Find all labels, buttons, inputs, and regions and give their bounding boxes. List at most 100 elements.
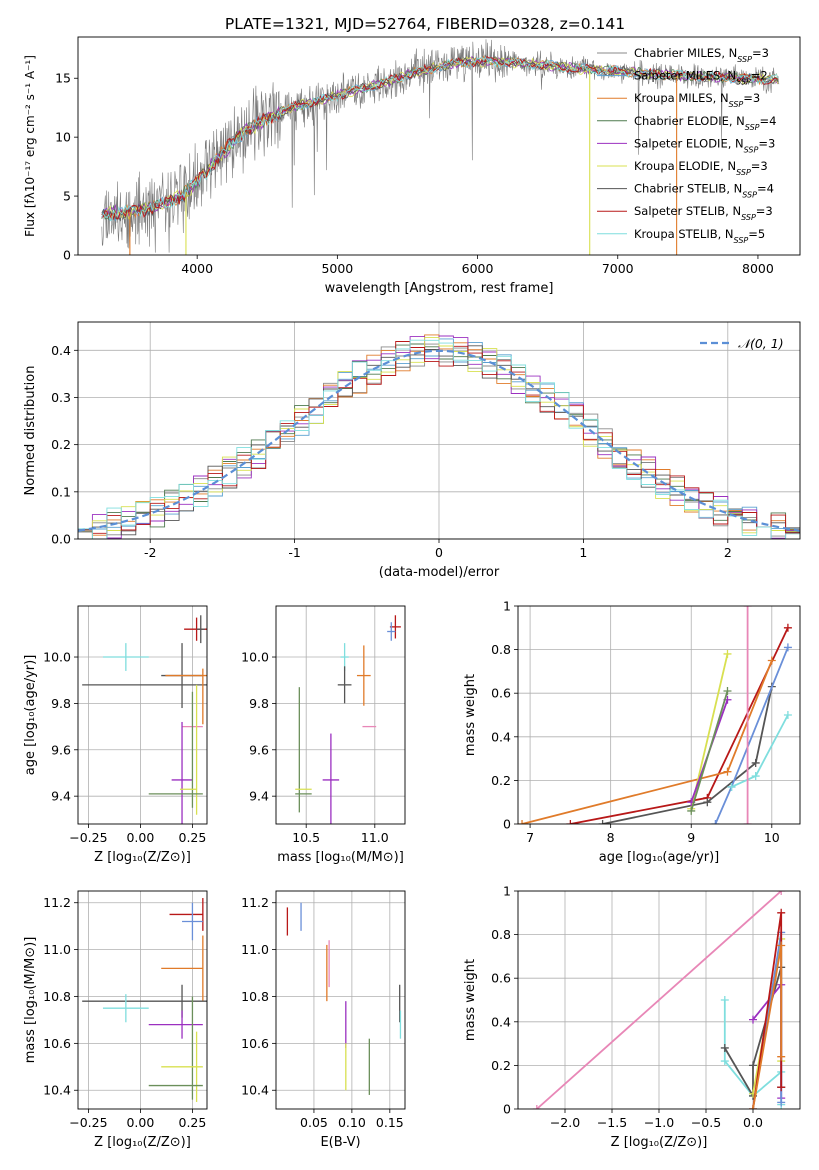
plot-area-age_vs_Z (78, 606, 207, 824)
legend-label-4: Salpeter ELODIE, NSSP=3 (634, 136, 775, 154)
y-axis-label: mass [log₁₀(M/M⊙)] (23, 937, 38, 1064)
y-tick-label: 0.0 (51, 532, 71, 547)
x-axis-label: E(B-V) (320, 1135, 360, 1150)
histogram-step-6 (78, 345, 800, 536)
x-axis-label: (data-model)/error (379, 565, 500, 580)
y-tick-label: 5 (63, 189, 71, 204)
series-marker-7 (687, 806, 696, 815)
series-marker-1 (720, 996, 729, 1004)
series-marker-1 (723, 767, 732, 776)
x-tick-label: 0.10 (338, 1115, 366, 1130)
y-tick-label: 9.4 (249, 789, 269, 804)
y-tick-label: 9.8 (249, 696, 269, 711)
y-tick-label: 9.8 (51, 696, 71, 711)
x-tick-label: 6000 (462, 261, 494, 276)
x-tick-label: 0.25 (179, 1115, 207, 1130)
x-axis-label: mass [log₁₀(M/M⊙)] (277, 850, 404, 865)
x-tick-label: −1.0 (644, 1115, 674, 1130)
y-tick-label: 11.0 (43, 942, 71, 957)
y-axis-label: age [log₁₀(age/yr)] (23, 655, 38, 776)
x-tick-label: 5000 (321, 261, 353, 276)
y-tick-label: 10.0 (241, 650, 269, 665)
x-axis-label: Z [log₁₀(Z/Z⊙)] (94, 850, 191, 865)
panel-mass_vs_EBV: 0.05 0.10 0.15 10.4 10.6 10.8 11.0 11.2 E(B-V) (241, 890, 406, 1150)
y-tick-label: 1 (503, 599, 511, 614)
observed-spectrum-line (101, 39, 780, 253)
legend-label-7: Salpeter STELIB, NSSP=3 (634, 204, 773, 222)
axes-frame (77, 36, 801, 256)
series-marker-2 (598, 820, 607, 824)
y-tick-label: 0.4 (491, 1014, 511, 1029)
axes-frame (517, 890, 801, 1110)
x-tick-label: 1 (579, 545, 587, 560)
y-tick-label: 11.2 (241, 895, 269, 910)
series-marker-4 (783, 711, 792, 719)
figure-title: PLATE=1321, MJD=52764, FIBERID=0328, z=0… (225, 15, 625, 33)
x-tick-label: −1.5 (597, 1115, 627, 1130)
x-tick-label: 8 (607, 830, 615, 845)
y-tick-label: 9.6 (249, 742, 269, 757)
x-tick-label: 4000 (181, 261, 213, 276)
legend-label-1: Salpeter MILES, NSSP=2 (634, 69, 768, 87)
panel-residuals: -2 -1 0 1 2 0.0 0.1 0.2 0.3 0.4 (data-model)/error… (23, 321, 801, 580)
y-tick-label: 0.2 (51, 437, 71, 452)
x-tick-label: 0.00 (126, 830, 154, 845)
y-tick-label: 0.8 (491, 642, 511, 657)
panel-spectrum: 4000 5000 6000 7000 8000 0 5 10 15 wavelength [An… (23, 36, 801, 296)
series-marker-2 (749, 1061, 757, 1070)
series-marker-4 (751, 772, 760, 781)
y-tick-label: 10.8 (43, 989, 71, 1004)
x-tick-label: −0.25 (69, 1115, 107, 1130)
plot-area-mass_vs_Z (78, 891, 207, 1109)
y-tick-label: 10.6 (43, 1036, 71, 1051)
axes-frame (517, 605, 801, 825)
x-tick-label: 2 (724, 545, 732, 560)
series-line-0 (536, 891, 782, 1109)
panel-age_vs_mass: 10.5 11.0 9.4 9.6 9.8 10.0 mass [log₁₀(M/M⊙)] (241, 605, 406, 865)
y-tick-label: 10.0 (43, 650, 71, 665)
series-marker-7 (777, 1052, 786, 1061)
x-tick-label: 0.05 (300, 1115, 328, 1130)
series-marker-7 (777, 941, 786, 950)
series-marker-0 (783, 623, 792, 632)
series-marker-6 (777, 908, 786, 917)
series-marker-0 (532, 1105, 541, 1109)
series-marker-2 (703, 798, 712, 807)
y-tick-label: 0.1 (51, 484, 71, 499)
series-marker-1 (720, 1057, 729, 1066)
series-marker-7 (749, 1105, 757, 1109)
plot-area-residuals (78, 322, 800, 539)
y-tick-label: 15 (55, 71, 71, 86)
y-tick-label: 0.6 (491, 686, 511, 701)
y-tick-label: 9.6 (51, 742, 71, 757)
model-line-8 (101, 56, 779, 221)
y-tick-label: 10.6 (241, 1036, 269, 1051)
legend-label-2: Kroupa MILES, NSSP=3 (634, 91, 760, 109)
x-tick-label: 10.5 (292, 830, 320, 845)
plot-area-spectrum (101, 39, 780, 255)
y-axis-label: mass weight (463, 959, 478, 1041)
y-axis-label: Normed distribution (23, 366, 38, 496)
series-line-2 (602, 686, 773, 824)
legend-label-5: Kroupa ELODIE, NSSP=3 (634, 159, 768, 177)
plot-area-massweight_vs_age (518, 606, 800, 824)
model-line-1 (101, 56, 779, 222)
series-marker-1 (767, 656, 776, 665)
panel-age_vs_Z: −0.25 0.00 0.25 9.4 9.6 9.8 10.0 Z [log₁₀(Z/Z⊙)… (23, 605, 208, 865)
histogram-step-8 (78, 339, 800, 539)
panel-massweight_vs_age: 7 8 9 10 0 0.2 0.4 0.6 0.8 1 age [log₁₀(age/yr)] ma… (463, 599, 801, 865)
y-tick-label: 11.2 (43, 895, 71, 910)
y-tick-label: 10.8 (241, 989, 269, 1004)
series-marker-5 (723, 649, 732, 658)
series-marker-1 (518, 820, 527, 824)
series-marker-8 (743, 606, 752, 610)
x-tick-label: 0.0 (743, 1115, 763, 1130)
y-tick-label: 0 (63, 248, 71, 263)
x-tick-label: 0.25 (179, 830, 207, 845)
y-tick-label: 0.4 (491, 729, 511, 744)
panel-massweight_vs_Z: −2.0 −1.5 −1.0 −0.5 0.0 0 0.2 0.4 0.6 0.8 1 Z [log₁… (463, 884, 801, 1150)
y-tick-label: 10.4 (43, 1083, 71, 1098)
y-tick-label: 0.2 (491, 1058, 511, 1073)
series-line-7 (690, 690, 729, 812)
